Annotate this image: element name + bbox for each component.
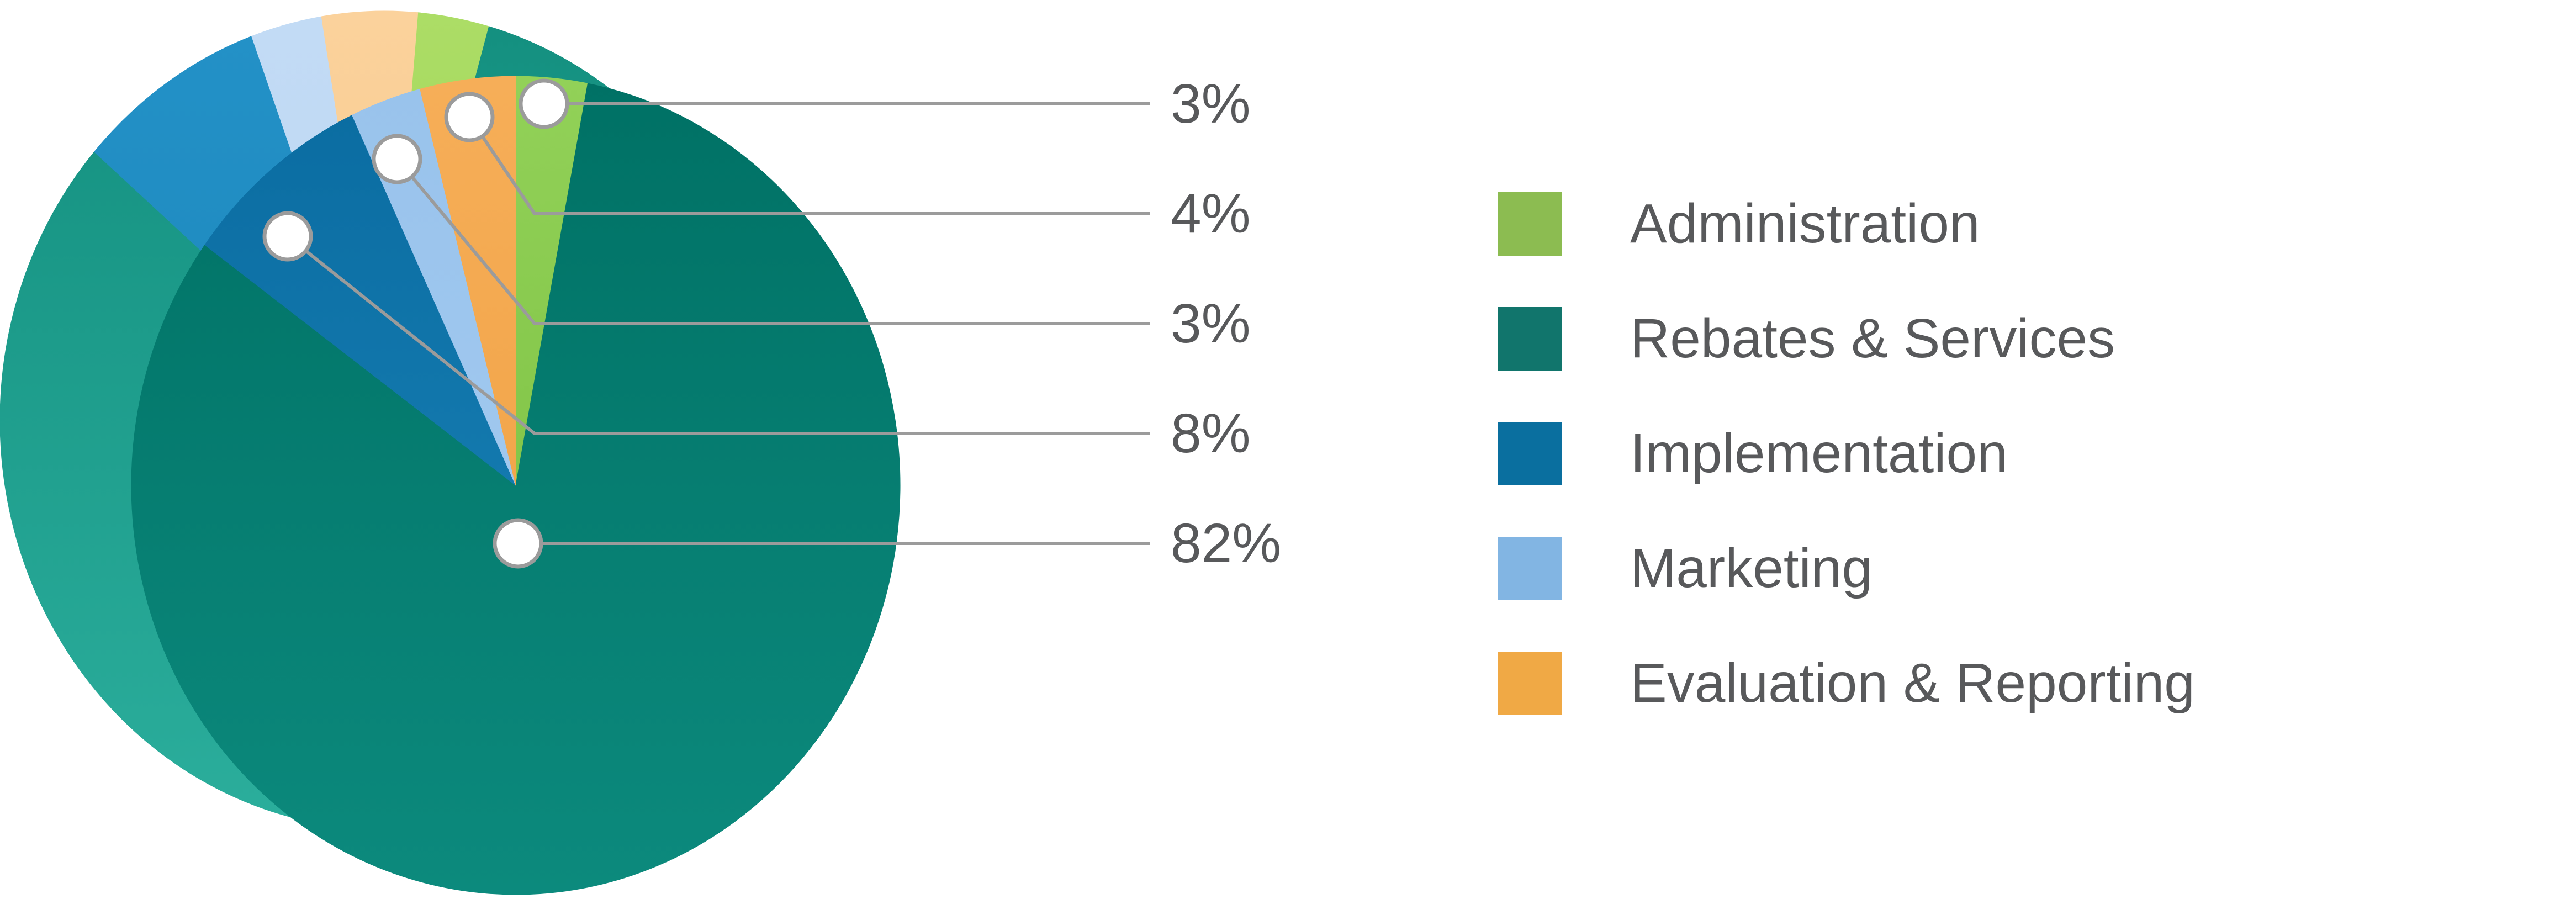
legend-item-marketing: Marketing [1498, 537, 1873, 600]
legend-swatch-administration [1498, 192, 1562, 256]
legend-swatch-implementation [1498, 422, 1562, 485]
percent-label-administration: 3% [1171, 73, 1251, 135]
legend-item-administration: Administration [1498, 192, 1980, 256]
callout-marker-administration [519, 78, 569, 129]
callout-marker-marketing [372, 134, 422, 184]
legend-swatch-rebates-services [1498, 307, 1562, 371]
legend-item-rebates-services: Rebates & Services [1498, 307, 2115, 371]
percent-label-marketing: 3% [1171, 293, 1251, 355]
callout-line-implementation [287, 235, 1150, 435]
percent-label-implementation: 8% [1171, 403, 1251, 464]
callout-marker-implementation [262, 211, 313, 262]
legend-swatch-evaluation-reporting [1498, 652, 1562, 715]
callout-line-evaluation-reporting [468, 116, 1150, 215]
legend-label-administration: Administration [1630, 193, 1980, 255]
pie-slice-rebates-services [131, 83, 901, 895]
percent-label-rebates-services: 82% [1171, 512, 1282, 574]
callout-marker-evaluation-reporting [444, 92, 495, 142]
legend-swatch-marketing [1498, 537, 1562, 600]
callout-line-marketing [395, 158, 1150, 325]
pie-slice-evaluation-reporting [420, 76, 516, 486]
legend-item-evaluation-reporting: Evaluation & Reporting [1498, 652, 2195, 715]
legend-label-evaluation-reporting: Evaluation & Reporting [1630, 652, 2195, 714]
legend-item-implementation: Implementation [1498, 422, 2008, 485]
percent-label-evaluation-reporting: 4% [1171, 183, 1251, 245]
callout-marker-rebates-services [493, 518, 543, 569]
legend-label-implementation: Implementation [1630, 422, 2008, 484]
legend-label-marketing: Marketing [1630, 537, 1873, 599]
legend-label-rebates-services: Rebates & Services [1630, 308, 2115, 369]
pie-slice-implementation [204, 114, 516, 486]
